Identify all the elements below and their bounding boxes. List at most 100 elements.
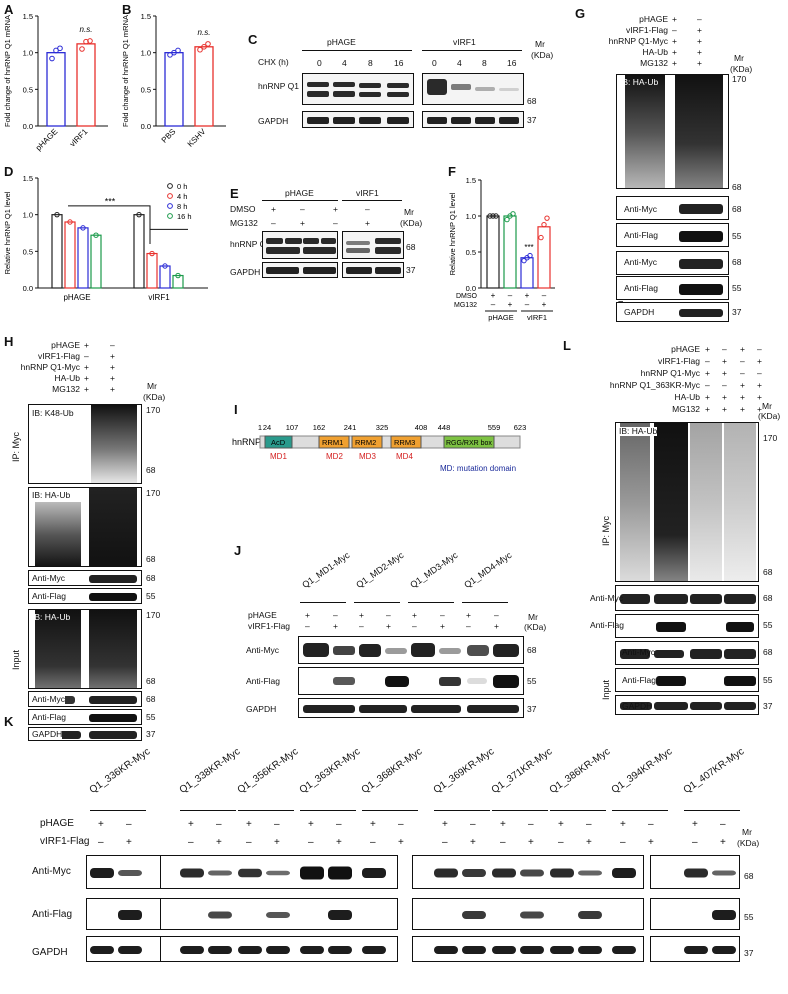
d-bar xyxy=(133,214,145,289)
f-bar xyxy=(503,215,517,289)
g-blot-in-myc xyxy=(616,251,729,275)
i-rgg-label: RGG/RXR box xyxy=(446,440,492,447)
j-mr: Mr xyxy=(528,612,538,622)
e-blot-q1-virf1 xyxy=(342,231,404,259)
d-bar xyxy=(64,221,76,289)
k-virf-minus: – xyxy=(188,837,194,848)
e-mg-sign: – xyxy=(333,218,338,228)
k-virf-minus: – xyxy=(370,837,376,848)
g-mw-68c: 68 xyxy=(732,257,742,267)
c-blot-gapdh-virf1 xyxy=(422,111,524,128)
k-virf-plus: + xyxy=(274,837,280,848)
k-band xyxy=(712,946,736,954)
k-blot-strip xyxy=(160,898,398,930)
g-mw-68a: 68 xyxy=(732,182,742,192)
k-phage-plus: + xyxy=(558,819,564,830)
k-virf-plus: + xyxy=(398,837,404,848)
f-mg132-sign: – xyxy=(525,300,530,309)
l-in-anti-flag: Anti-Flag xyxy=(622,675,657,685)
h-mw-68b: 68 xyxy=(146,554,156,564)
e-blot-gapdh-phage xyxy=(262,262,338,278)
d-bar xyxy=(51,214,63,289)
k-band xyxy=(684,946,708,954)
g-anti-myc-text: Anti-Myc xyxy=(624,204,658,214)
d-ytick-label: 1.0 xyxy=(23,211,33,220)
g-blot-ip-flag xyxy=(616,223,729,247)
j-mw-68: 68 xyxy=(527,645,537,655)
l-blot-ip-flag xyxy=(615,614,759,638)
k-blot-strip xyxy=(412,898,644,930)
k-construct-label: Q1_356KR-Myc xyxy=(235,746,301,796)
k-mr: Mr xyxy=(742,827,752,837)
a-ylabel: Fold change of hnRNP Q1 mRNA xyxy=(3,15,12,127)
l-mw-170: 170 xyxy=(763,433,778,443)
k-construct-line xyxy=(362,810,418,811)
d-ytick-label: 0.5 xyxy=(23,247,33,256)
g-rows-sign: + xyxy=(697,47,702,57)
k-virf-plus: + xyxy=(336,837,342,848)
k-band xyxy=(328,946,352,954)
j-virf-sign: + xyxy=(333,621,338,631)
k-band xyxy=(118,946,142,954)
f-group-label: pHAGE xyxy=(488,313,513,322)
i-md2: MD2 xyxy=(326,452,343,461)
g-rows-sign: + xyxy=(697,58,702,68)
f-mg132-sign: + xyxy=(508,300,513,309)
g-in-anti-flag: Anti-Flag xyxy=(624,283,659,293)
k-band xyxy=(520,869,544,877)
k-blot-strip xyxy=(650,936,740,962)
g-anti-flag-text: Anti-Flag xyxy=(624,230,659,240)
f-ytick-label: 0.0 xyxy=(466,284,476,293)
k-phage-plus: + xyxy=(370,819,376,830)
j-construct-label: Q1_MD4-Myc xyxy=(462,549,514,590)
l-rows-sign: + xyxy=(757,404,762,414)
l-rows-sign: – xyxy=(757,344,762,354)
h-blot-haub xyxy=(28,487,142,567)
h-rows-sign: + xyxy=(110,362,115,372)
d-legend-label: 8 h xyxy=(177,202,187,211)
panel-label-a: A xyxy=(4,2,14,17)
d-bar xyxy=(77,227,89,289)
f-point xyxy=(510,211,516,217)
j-kda: (KDa) xyxy=(524,622,547,632)
l-rows-sign: – xyxy=(740,356,745,366)
i-acd-label: AcD xyxy=(271,438,286,447)
i-position-number: 1 xyxy=(258,423,262,432)
k-band xyxy=(462,869,486,877)
l-blot-in-flag xyxy=(615,668,759,692)
k-mw-37: 37 xyxy=(744,948,754,958)
l-ip-myc: IP: Myc xyxy=(601,515,611,546)
l-input: Input xyxy=(601,679,611,700)
l-mw-55b: 55 xyxy=(763,675,773,685)
l-rows-sign: – xyxy=(740,368,745,378)
h-blot-ip-myc xyxy=(28,570,142,586)
b-ytick-label: 1.0 xyxy=(141,49,151,58)
l-rows-label: HA-Ub xyxy=(674,392,700,402)
b-bar xyxy=(194,46,214,127)
h-gapdh-text: GAPDH xyxy=(32,729,63,739)
e-dmso-label: DMSO xyxy=(230,204,256,214)
i-rrm1-label: RRM1 xyxy=(322,438,343,447)
k-phage-plus: + xyxy=(500,819,506,830)
c-time-7: 16 xyxy=(507,58,517,68)
c-blot-q1-phage xyxy=(302,73,414,105)
h-rows-sign: + xyxy=(110,384,115,394)
l-mw-68b: 68 xyxy=(763,593,773,603)
c-time-5: 4 xyxy=(457,58,462,68)
k-band xyxy=(180,868,204,878)
j-virf-sign: – xyxy=(466,621,471,631)
c-virf1-label: vIRF1 xyxy=(453,37,476,47)
k-virf-minus: – xyxy=(442,837,448,848)
d-legend-label: 16 h xyxy=(177,212,192,221)
i-rrm2-label: RRM2 xyxy=(355,438,376,447)
e-kda: (KDa) xyxy=(400,218,423,228)
c-time-0: 0 xyxy=(317,58,322,68)
h-blot-in-flag xyxy=(28,709,142,725)
l-gapdh-text: GAPDH xyxy=(622,701,653,711)
a-bar xyxy=(46,52,66,127)
l-rows-sign: – xyxy=(722,344,727,354)
f-ylabel: Relative hnRNP Q1 level xyxy=(448,192,457,275)
k-construct-line xyxy=(684,810,740,811)
k-band xyxy=(362,868,386,878)
l-rows-label: pHAGE xyxy=(671,344,700,354)
